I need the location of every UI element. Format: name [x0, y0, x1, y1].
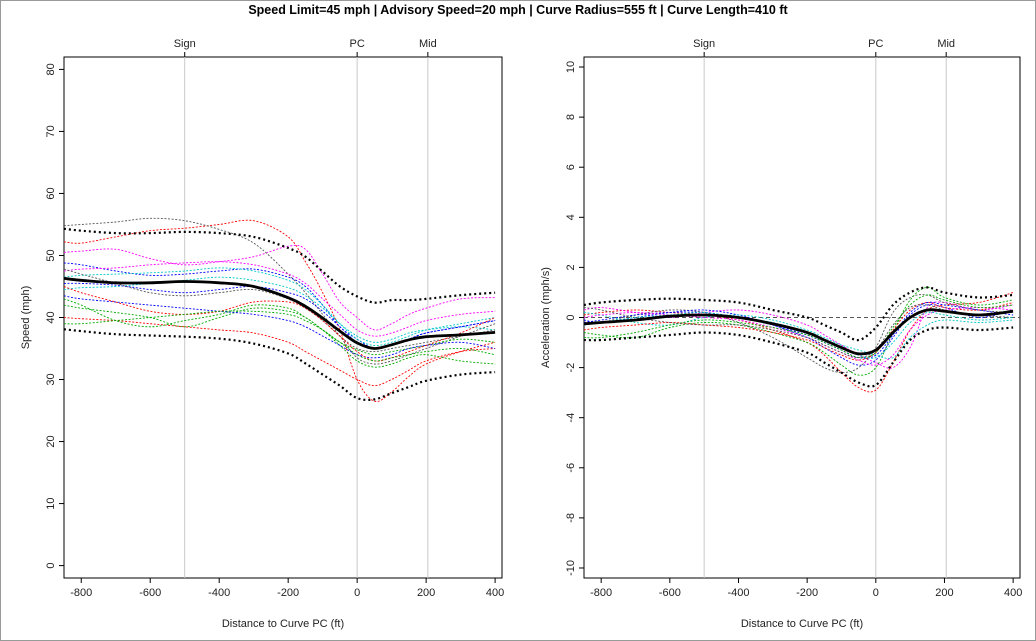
accel-x-tick-label: 400 [1004, 587, 1022, 599]
speed-trajectory-line [64, 286, 496, 362]
speed-x-axis-label: Distance to Curve PC (ft) [222, 618, 344, 630]
accel-y-axis-label: Acceleration (mph/s) [540, 267, 552, 368]
speed-trajectory-line [64, 298, 496, 368]
accel-x-tick-label: -400 [727, 587, 749, 599]
accel-marker-label: Sign [693, 38, 715, 50]
speed-trajectory-line [64, 261, 496, 337]
speed-upper-band-line [64, 227, 496, 304]
speed-x-tick-label: -600 [139, 587, 161, 599]
speed-lower-band-line [64, 328, 496, 402]
accel-trajectory-line [584, 294, 1014, 374]
speed-x-tick-label: -200 [277, 587, 299, 599]
speed-y-tick-label: 10 [45, 497, 57, 509]
accel-y-tick-label: -2 [565, 363, 577, 373]
accel-y-tick-label: 4 [565, 214, 577, 220]
accel-y-tick-label: -10 [565, 560, 577, 576]
speed-x-tick-label: 400 [486, 587, 504, 599]
accel-y-tick-label: 0 [565, 314, 577, 320]
figure-title: Speed Limit=45 mph | Advisory Speed=20 m… [248, 3, 788, 17]
speed-trajectory-line [64, 219, 496, 403]
speed-trajectory-line [64, 317, 496, 387]
accel-panel: Sign PC Mid -800 -600 -400 -200 0 200 400 -10 -8 -6 -… [540, 38, 1022, 630]
accel-x-tick-label: -200 [796, 587, 818, 599]
accel-data [584, 286, 1014, 393]
speed-data [64, 217, 496, 403]
accel-x-tick-label: 0 [873, 587, 879, 599]
speed-x-tick-label: -400 [208, 587, 230, 599]
accel-marker-label: Mid [937, 38, 955, 50]
accel-y-tick-label: -6 [565, 463, 577, 473]
accel-y-tick-label: -8 [565, 513, 577, 523]
speed-trajectory-line [64, 268, 496, 353]
speed-panel: Sign PC Mid -800 -600 -400 -200 0 200 400 0 10 20 30 4… [20, 38, 504, 630]
speed-trajectory-line [64, 310, 496, 362]
speed-plot-box [63, 56, 503, 579]
speed-trajectory-line [64, 262, 496, 350]
speed-trajectory-line [64, 244, 496, 331]
speed-marker-label: Sign [174, 38, 196, 50]
accel-x-tick-label: 200 [935, 587, 953, 599]
speed-y-tick-label: 20 [45, 435, 57, 447]
speed-x-tick-label: 200 [417, 587, 435, 599]
speed-marker-label: PC [350, 38, 365, 50]
accel-y-tick-label: 2 [565, 264, 577, 270]
speed-y-axis-label: Speed (mph) [20, 286, 32, 350]
speed-y-tick-label: 80 [45, 63, 57, 75]
accel-x-tick-label: -800 [590, 587, 612, 599]
accel-x-axis-label: Distance to Curve PC (ft) [741, 618, 863, 630]
accel-marker-label: PC [868, 38, 883, 50]
speed-trajectory-line [64, 295, 496, 359]
speed-y-tick-label: 30 [45, 373, 57, 385]
speed-marker-label: Mid [419, 38, 437, 50]
speed-x-tick-label: 0 [354, 587, 360, 599]
speed-y-tick-label: 0 [45, 563, 57, 569]
accel-trajectory-line [584, 286, 1014, 376]
accel-mean-line [584, 308, 1014, 356]
accel-y-tick-label: -4 [565, 413, 577, 423]
accel-y-tick-label: 6 [565, 164, 577, 170]
accel-y-tick-label: 10 [565, 61, 577, 73]
accel-trajectory-line [584, 304, 1014, 359]
speed-y-tick-label: 40 [45, 311, 57, 323]
speed-y-tick-label: 50 [45, 249, 57, 261]
speed-trajectory-line [64, 304, 496, 356]
accel-x-tick-label: -600 [659, 587, 681, 599]
accel-y-tick-label: 8 [565, 114, 577, 120]
speed-trajectory-line [64, 267, 496, 346]
accel-lower-band-line [584, 326, 1014, 388]
accel-trajectory-line [584, 292, 1014, 393]
speed-y-tick-label: 70 [45, 125, 57, 137]
speed-y-tick-label: 60 [45, 187, 57, 199]
speed-mean-line [64, 277, 496, 350]
speed-x-tick-label: -800 [70, 587, 92, 599]
accel-trajectory-line [584, 294, 1014, 359]
speed-trajectory-line [64, 217, 496, 365]
accel-trajectory-line [584, 301, 1014, 359]
